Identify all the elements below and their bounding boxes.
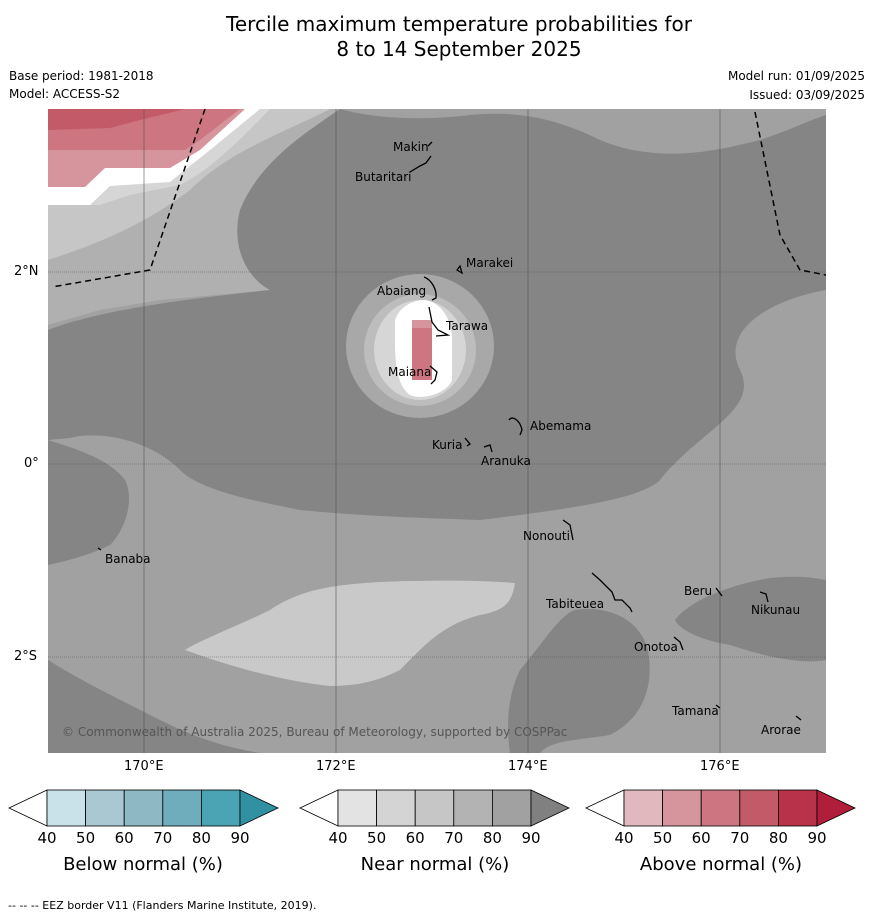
colorbar-min-extension [299,789,339,827]
colorbar-segment [376,789,416,827]
eez-border [51,109,826,288]
colorbar-tick-label: 80 [191,829,211,847]
base-period: Base period: 1981-2018 [9,69,154,83]
place-label-abaiang: Abaiang [377,284,427,298]
place-label-tamana: Tamana [672,704,719,718]
colorbar-tick-label: 60 [114,829,134,847]
colorbar-tick-label: 60 [405,829,425,847]
colorbar-tick-label: 90 [521,829,541,847]
model-run: Model run: 01/09/2025 [727,69,865,83]
place-label-kuria: Kuria [432,438,463,452]
place-label-beru: Beru [684,584,713,598]
colorbar-segment [453,789,493,827]
colorbar-tick-label: 70 [153,829,173,847]
place-label-marakei: Marakei [466,256,514,270]
colorbar-segment [337,789,377,827]
issued-date: Issued: 03/09/2025 [749,88,865,102]
colorbar-max-extension [816,789,856,827]
colorbar-group [8,789,856,827]
colorbar-tick-label: 80 [482,829,502,847]
colorbar-tick-label: 70 [730,829,750,847]
eez-footnote: -- -- -- EEZ border V11 (Flanders Marine… [8,899,317,912]
lon-label-170e: 170°E [124,759,164,774]
colorbar-tick-label: 90 [807,829,827,847]
colorbar-min-extension [8,789,48,827]
colorbar-segment [778,789,818,827]
colorbar-tick-label: 70 [444,829,464,847]
place-label-nonouti: Nonouti [523,529,570,543]
colorbar-segment [662,789,702,827]
lat-label-2n: 2°N [14,264,39,279]
place-label-banaba: Banaba [105,552,151,566]
colorbar-min-extension [585,789,625,827]
place-label-tabiteuea: Tabiteuea [546,597,605,611]
contour-near-normal-70-west [48,440,130,565]
place-label-butaritari: Butaritari [355,170,412,184]
colorbar-segment [85,789,125,827]
colorbar-segment [46,789,86,827]
colorbar-segment [200,789,241,827]
map-title-line1: Tercile maximum temperature probabilitie… [226,12,692,36]
graticule [48,109,826,753]
probability-contours [48,109,826,753]
colorbar-segment [491,789,532,827]
lat-label-2s: 2°S [14,649,38,664]
colorbar-below-label: Below normal (%) [63,854,223,875]
colorbar-segment [414,789,455,827]
colorbar-tick-label: 90 [230,829,250,847]
model-name: Model: ACCESS-S2 [9,87,121,101]
place-label-maiana: Maiana [388,365,432,379]
contour-near-normal-50-south [185,580,515,686]
colorbar-segment [123,789,164,827]
colorbar-tick-label: 40 [37,829,57,847]
place-label-nikunau: Nikunau [751,603,801,617]
contour-bullseye-above-60 [412,320,432,380]
colorbar-segment [623,789,663,827]
colorbar-near-label: Near normal (%) [360,854,510,875]
lon-label-172e: 172°E [316,759,356,774]
copyright-notice: © Commonwealth of Australia 2025, Bureau… [62,725,568,739]
place-label-makin: Makin [393,140,429,154]
contour-east-70 [675,576,826,662]
colorbar-tick-label: 80 [768,829,788,847]
colorbar-segment [739,789,779,827]
colorbar-segment [162,789,202,827]
contour-southwest-70 [48,660,260,753]
place-label-onotoa: Onotoa [634,640,678,654]
colorbar-tick-label: 50 [76,829,96,847]
colorbar-tick-label: 60 [691,829,711,847]
place-label-arorae: Arorae [761,723,801,737]
colorbar-segment [700,789,741,827]
contour-southeast-70 [508,609,650,753]
contour-bullseye-above-50 [412,320,432,328]
colorbar-tick-label: 50 [367,829,387,847]
lat-label-0: 0° [24,456,39,471]
lon-label-176e: 176°E [700,759,740,774]
lon-label-174e: 174°E [508,759,548,774]
colorbar-max-extension [530,789,570,827]
place-label-abemama: Abemama [530,419,592,433]
place-label-aranuka: Aranuka [481,454,531,468]
colorbar-max-extension [239,789,279,827]
colorbar-tick-label: 50 [653,829,673,847]
colorbar-tick-label: 40 [328,829,348,847]
map-title-line2: 8 to 14 September 2025 [336,37,582,61]
contour-above-normal-70 [48,109,185,130]
island-outlines [97,141,802,721]
colorbar-above-label: Above normal (%) [639,854,803,875]
colorbar-tick-label: 40 [614,829,634,847]
place-label-tarawa: Tarawa [446,319,489,333]
